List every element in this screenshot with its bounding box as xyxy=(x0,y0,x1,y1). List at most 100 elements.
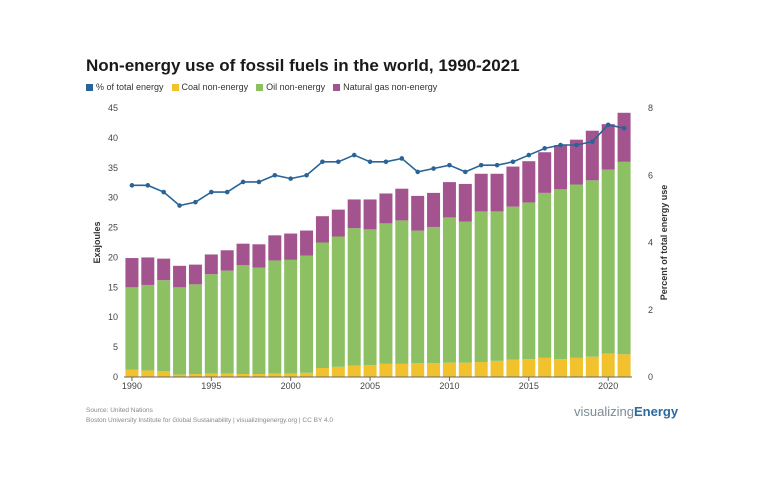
line-point-1992 xyxy=(161,189,166,195)
bar-coal-non-energy-2000 xyxy=(284,373,298,377)
line-point-1998 xyxy=(256,179,262,185)
bar-oil-non-energy-2000 xyxy=(284,259,298,374)
line-point-2010 xyxy=(447,162,452,168)
legend: % of total energy Coal non-energy Oil no… xyxy=(86,82,437,92)
source-line-1: Source: United Nations xyxy=(86,407,153,414)
bar-oil-non-energy-1997 xyxy=(236,265,250,375)
bar-natural-gas-non-energy-2004 xyxy=(347,199,361,229)
line-point-1999 xyxy=(272,172,278,178)
y-tick-label: 45 xyxy=(108,103,118,113)
bar-natural-gas-non-energy-1990 xyxy=(125,258,139,288)
bar-coal-non-energy-2008 xyxy=(411,363,425,377)
bar-coal-non-energy-2004 xyxy=(347,365,361,377)
bar-oil-non-energy-1991 xyxy=(141,284,155,371)
bar-natural-gas-non-energy-2007 xyxy=(395,188,409,221)
bar-natural-gas-non-energy-1997 xyxy=(236,243,250,266)
bar-oil-non-energy-1995 xyxy=(204,274,218,374)
legend-item-percent[interactable]: % of total energy xyxy=(86,82,164,92)
x-tick-label: 2005 xyxy=(360,381,380,391)
legend-swatch-percent xyxy=(86,83,93,91)
legend-label-coal: Coal non-energy xyxy=(181,82,249,92)
bar-coal-non-energy-2001 xyxy=(300,372,314,377)
line-point-2008 xyxy=(415,169,420,175)
bar-oil-non-energy-2014 xyxy=(506,206,520,360)
y-axis-label: Exajoules xyxy=(92,221,102,263)
bar-natural-gas-non-energy-2006 xyxy=(379,193,393,224)
bar-natural-gas-non-energy-2000 xyxy=(284,233,298,260)
source-note: Source: United Nations Boston University… xyxy=(86,406,333,426)
bar-oil-non-energy-2004 xyxy=(347,228,361,366)
bar-oil-non-energy-2005 xyxy=(363,229,377,366)
bar-oil-non-energy-1996 xyxy=(220,270,234,374)
line-point-2018 xyxy=(574,142,579,148)
bar-oil-non-energy-2007 xyxy=(395,220,409,364)
bar-coal-non-energy-2020 xyxy=(601,353,615,377)
bar-coal-non-energy-2005 xyxy=(363,365,377,377)
legend-item-oil[interactable]: Oil non-energy xyxy=(256,82,325,92)
bar-natural-gas-non-energy-2011 xyxy=(458,183,472,222)
x-tick-label: 2020 xyxy=(598,381,618,391)
bar-natural-gas-non-energy-1994 xyxy=(188,264,202,285)
y-tick-label: 25 xyxy=(108,223,118,233)
bar-oil-non-energy-2018 xyxy=(569,184,583,358)
bar-natural-gas-non-energy-1993 xyxy=(173,265,187,288)
brand-logo[interactable]: visualizingEnergy xyxy=(574,404,678,419)
bar-oil-non-energy-2015 xyxy=(522,202,536,360)
legend-label-percent: % of total energy xyxy=(96,82,164,92)
bar-natural-gas-non-energy-2003 xyxy=(331,209,345,237)
bar-natural-gas-non-energy-1995 xyxy=(204,254,218,275)
bar-natural-gas-non-energy-2008 xyxy=(411,195,425,231)
bar-coal-non-energy-2018 xyxy=(569,357,583,377)
bar-coal-non-energy-2007 xyxy=(395,363,409,377)
bar-natural-gas-non-energy-1991 xyxy=(141,257,155,285)
line-point-2004 xyxy=(351,152,357,158)
line-point-2001 xyxy=(304,172,309,178)
legend-item-gas[interactable]: Natural gas non-energy xyxy=(333,82,437,92)
bar-natural-gas-non-energy-2014 xyxy=(506,166,520,207)
bar-natural-gas-non-energy-1996 xyxy=(220,250,234,271)
y-tick-label: 15 xyxy=(108,282,118,292)
line-point-2012 xyxy=(478,162,484,168)
bar-oil-non-energy-1992 xyxy=(157,280,171,372)
line-point-2019 xyxy=(590,139,595,144)
x-tick-label: 1990 xyxy=(122,381,142,391)
bar-oil-non-energy-2006 xyxy=(379,223,393,364)
bar-oil-non-energy-2013 xyxy=(490,211,504,361)
bar-coal-non-energy-1992 xyxy=(157,371,171,377)
bar-natural-gas-non-energy-2009 xyxy=(427,192,441,227)
legend-label-oil: Oil non-energy xyxy=(266,82,326,92)
bar-oil-non-energy-2017 xyxy=(554,189,568,360)
bar-oil-non-energy-2003 xyxy=(331,236,345,367)
bar-natural-gas-non-energy-2012 xyxy=(474,173,488,212)
line-point-2005 xyxy=(367,159,373,165)
line-point-2011 xyxy=(463,169,468,175)
line-point-2020 xyxy=(605,122,611,128)
bar-oil-non-energy-1994 xyxy=(188,284,202,375)
y-tick-label: 10 xyxy=(108,312,118,322)
y2-tick-label: 2 xyxy=(648,305,653,315)
bar-coal-non-energy-2014 xyxy=(506,359,520,377)
bar-oil-non-energy-2021 xyxy=(617,161,631,355)
brand-logo-part2: Energy xyxy=(633,404,679,419)
y2-tick-label: 8 xyxy=(648,103,653,113)
bar-natural-gas-non-energy-2015 xyxy=(522,161,536,203)
bar-coal-non-energy-2003 xyxy=(331,366,345,377)
bar-oil-non-energy-1993 xyxy=(173,287,187,375)
bar-oil-non-energy-2008 xyxy=(411,230,425,364)
bar-coal-non-energy-1999 xyxy=(268,373,282,377)
line-point-2006 xyxy=(383,159,389,165)
line-point-2015 xyxy=(526,152,532,158)
line-point-1991 xyxy=(145,183,151,188)
bar-coal-non-energy-1994 xyxy=(188,374,202,377)
bar-coal-non-energy-1996 xyxy=(220,373,234,377)
x-tick-label: 2015 xyxy=(519,381,539,391)
bar-oil-non-energy-2012 xyxy=(474,211,488,363)
bar-coal-non-energy-1991 xyxy=(141,370,155,377)
bar-coal-non-energy-1990 xyxy=(125,369,139,377)
y2-tick-label: 6 xyxy=(648,170,653,180)
bar-natural-gas-non-energy-2017 xyxy=(554,145,568,190)
bar-oil-non-energy-2002 xyxy=(315,242,329,369)
bar-coal-non-energy-1998 xyxy=(252,374,266,377)
legend-item-coal[interactable]: Coal non-energy xyxy=(171,82,249,92)
bar-coal-non-energy-2017 xyxy=(554,359,568,377)
